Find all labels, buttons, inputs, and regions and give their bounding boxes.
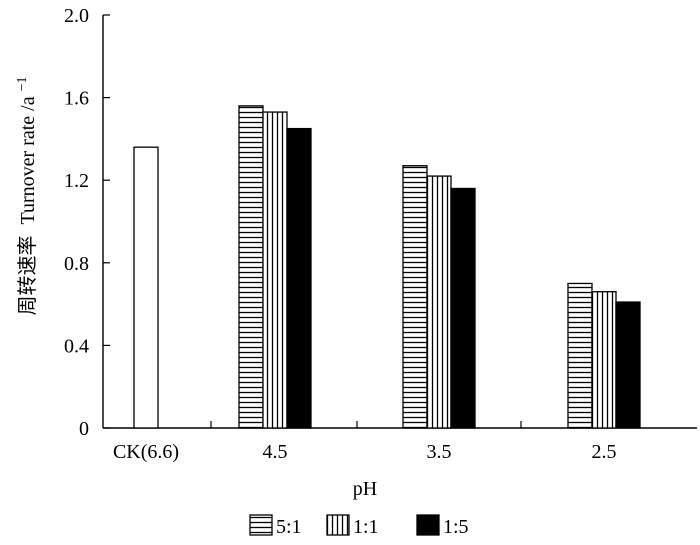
legend-swatch-1-1 — [326, 514, 350, 536]
x-tick-label: 3.5 — [427, 441, 452, 463]
bar-control — [133, 146, 159, 429]
bar-5-1-4.5 — [238, 105, 264, 429]
bar-1-1-2.5 — [591, 291, 617, 429]
x-axis-title: pH — [353, 478, 377, 500]
legend: 5:1 1:1 1:5 — [249, 514, 469, 538]
y-tick-label: 1.2 — [64, 170, 89, 192]
bar-1-5-4.5 — [286, 127, 312, 429]
bar-1-1-3.5 — [426, 175, 452, 429]
y-tick-label: 0.4 — [64, 335, 89, 357]
legend-swatch-5-1 — [249, 514, 273, 536]
y-axis-title-unit: /a — [17, 96, 39, 111]
x-tick-label: 4.5 — [263, 441, 288, 463]
legend-swatch-1-5 — [416, 514, 440, 536]
x-tick-label: 2.5 — [592, 441, 617, 463]
bar-5-1-2.5 — [567, 282, 593, 429]
bar-5-1-3.5 — [402, 165, 428, 429]
y-tick-label: 1.6 — [64, 88, 89, 110]
y-axis-title-unit-sup: −1 — [15, 76, 30, 91]
bar-1-5-3.5 — [450, 187, 476, 429]
y-tick-label: 2.0 — [64, 5, 89, 27]
plot-area: 0 0.4 0.8 1.2 1.6 2.0 CK(6.6) 4.5 3.5 2.5 — [64, 5, 697, 463]
y-tick-label: 0 — [79, 418, 89, 440]
y-axis-title-cn: 周转速率 — [16, 236, 39, 316]
bar-1-5-2.5 — [615, 301, 641, 429]
legend-label-1-5: 1:5 — [443, 516, 469, 538]
legend-label-1-1: 1:1 — [353, 516, 379, 538]
y-axis-title: 周转速率 Turnover rate /a −1 — [15, 76, 39, 315]
x-tick-label: CK(6.6) — [113, 441, 179, 463]
y-tick-label: 0.8 — [64, 253, 89, 275]
y-axis-title-en: Turnover rate — [17, 116, 39, 225]
legend-label-5-1: 5:1 — [276, 516, 302, 538]
bar-1-1-4.5 — [262, 111, 288, 429]
